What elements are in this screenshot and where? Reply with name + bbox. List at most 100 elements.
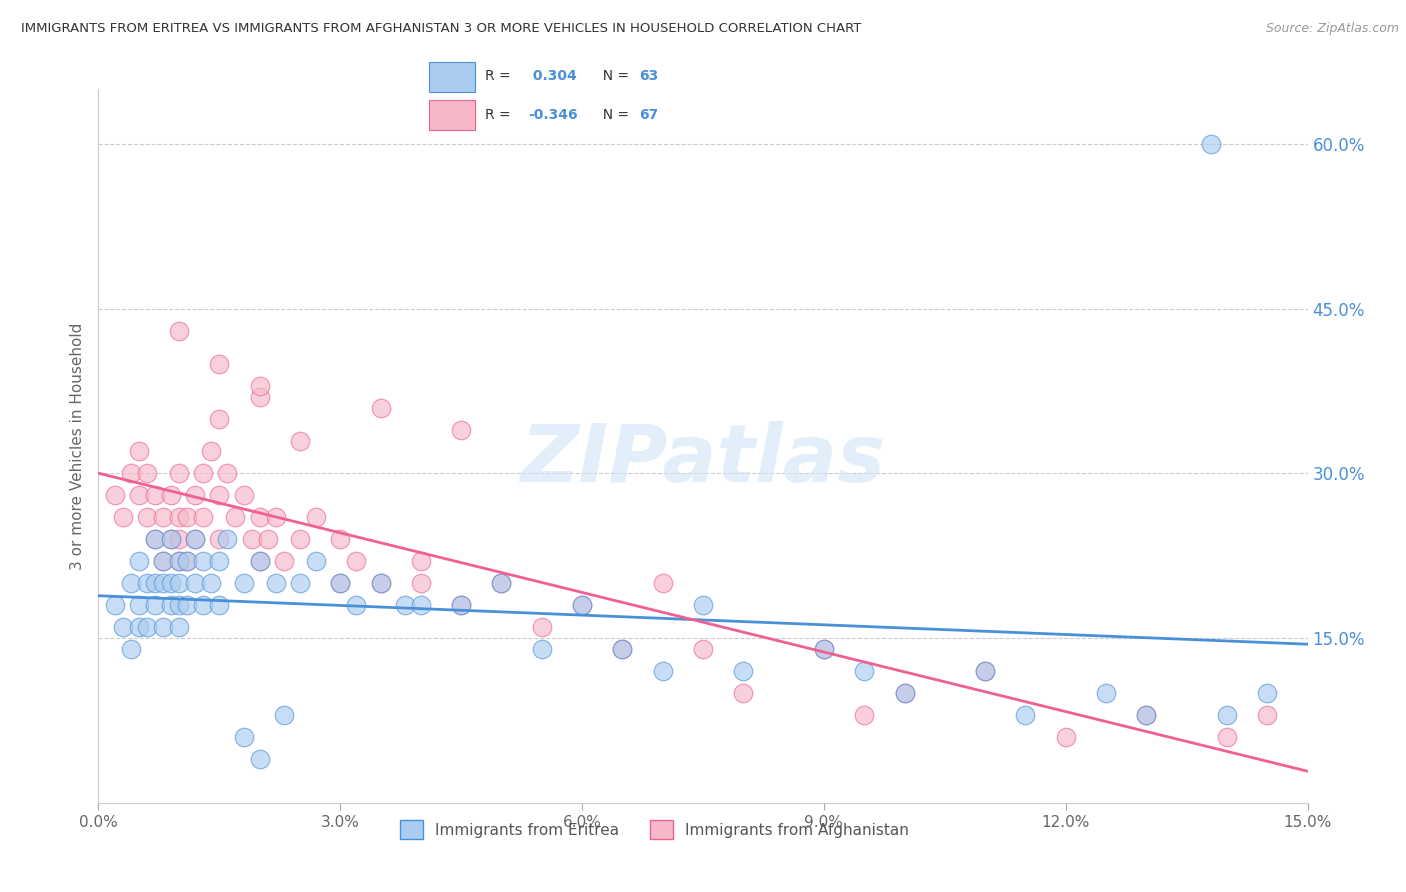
Point — [176, 554, 198, 568]
Point — [143, 488, 166, 502]
Point — [344, 598, 367, 612]
Point — [167, 324, 190, 338]
Point — [409, 576, 432, 591]
Point — [208, 554, 231, 568]
Point — [167, 554, 190, 568]
Point — [273, 554, 295, 568]
Point — [208, 411, 231, 425]
Point — [103, 488, 125, 502]
Point — [612, 642, 634, 657]
Point — [160, 576, 183, 591]
Point — [167, 510, 190, 524]
Point — [160, 598, 183, 612]
Point — [160, 533, 183, 547]
Text: -0.346: -0.346 — [529, 108, 578, 121]
Point — [329, 576, 352, 591]
Point — [249, 390, 271, 404]
Point — [288, 576, 311, 591]
Point — [224, 510, 246, 524]
Point — [651, 664, 673, 678]
Point — [167, 598, 190, 612]
Point — [264, 576, 287, 591]
Text: IMMIGRANTS FROM ERITREA VS IMMIGRANTS FROM AFGHANISTAN 3 OR MORE VEHICLES IN HOU: IMMIGRANTS FROM ERITREA VS IMMIGRANTS FR… — [21, 22, 862, 36]
Point — [893, 686, 915, 700]
Point — [974, 664, 997, 678]
Text: R =: R = — [485, 108, 515, 121]
Point — [135, 510, 157, 524]
Bar — [429, 100, 475, 130]
Point — [409, 598, 432, 612]
Point — [217, 533, 239, 547]
Point — [143, 598, 166, 612]
Point — [370, 401, 392, 415]
Point — [288, 434, 311, 448]
Point — [193, 598, 215, 612]
Point — [193, 467, 215, 481]
Text: Source: ZipAtlas.com: Source: ZipAtlas.com — [1265, 22, 1399, 36]
Bar — [429, 62, 475, 92]
Point — [103, 598, 125, 612]
Point — [111, 620, 134, 634]
Point — [167, 467, 190, 481]
Point — [143, 533, 166, 547]
Point — [249, 554, 271, 568]
Point — [692, 598, 714, 612]
Point — [344, 554, 367, 568]
Point — [893, 686, 915, 700]
Point — [160, 533, 183, 547]
Point — [974, 664, 997, 678]
Point — [530, 642, 553, 657]
Point — [176, 554, 198, 568]
Point — [135, 576, 157, 591]
Point — [733, 664, 755, 678]
Point — [1135, 708, 1157, 723]
Point — [450, 598, 472, 612]
Point — [853, 664, 876, 678]
Point — [176, 598, 198, 612]
Point — [184, 533, 207, 547]
Point — [208, 598, 231, 612]
Point — [152, 510, 174, 524]
Point — [152, 620, 174, 634]
Point — [152, 554, 174, 568]
Point — [128, 488, 150, 502]
Point — [249, 554, 271, 568]
Text: N =: N = — [593, 108, 633, 121]
Point — [184, 488, 207, 502]
Point — [409, 554, 432, 568]
Point — [571, 598, 593, 612]
Point — [450, 423, 472, 437]
Point — [176, 510, 198, 524]
Point — [135, 467, 157, 481]
Point — [143, 576, 166, 591]
Point — [120, 576, 142, 591]
Point — [370, 576, 392, 591]
Point — [240, 533, 263, 547]
Point — [193, 554, 215, 568]
Point — [217, 467, 239, 481]
Point — [184, 576, 207, 591]
Point — [249, 378, 271, 392]
Point — [256, 533, 278, 547]
Point — [571, 598, 593, 612]
Point — [1256, 686, 1278, 700]
Legend: Immigrants from Eritrea, Immigrants from Afghanistan: Immigrants from Eritrea, Immigrants from… — [394, 814, 915, 845]
Point — [1216, 708, 1239, 723]
Point — [1135, 708, 1157, 723]
Text: 0.304: 0.304 — [529, 70, 576, 83]
Point — [264, 510, 287, 524]
Point — [184, 533, 207, 547]
Point — [111, 510, 134, 524]
Point — [152, 576, 174, 591]
Point — [1256, 708, 1278, 723]
Point — [450, 598, 472, 612]
Point — [208, 488, 231, 502]
Point — [305, 554, 328, 568]
Point — [1095, 686, 1118, 700]
Point — [612, 642, 634, 657]
Point — [200, 576, 222, 591]
Point — [249, 510, 271, 524]
Point — [143, 533, 166, 547]
Point — [160, 488, 183, 502]
Point — [120, 467, 142, 481]
